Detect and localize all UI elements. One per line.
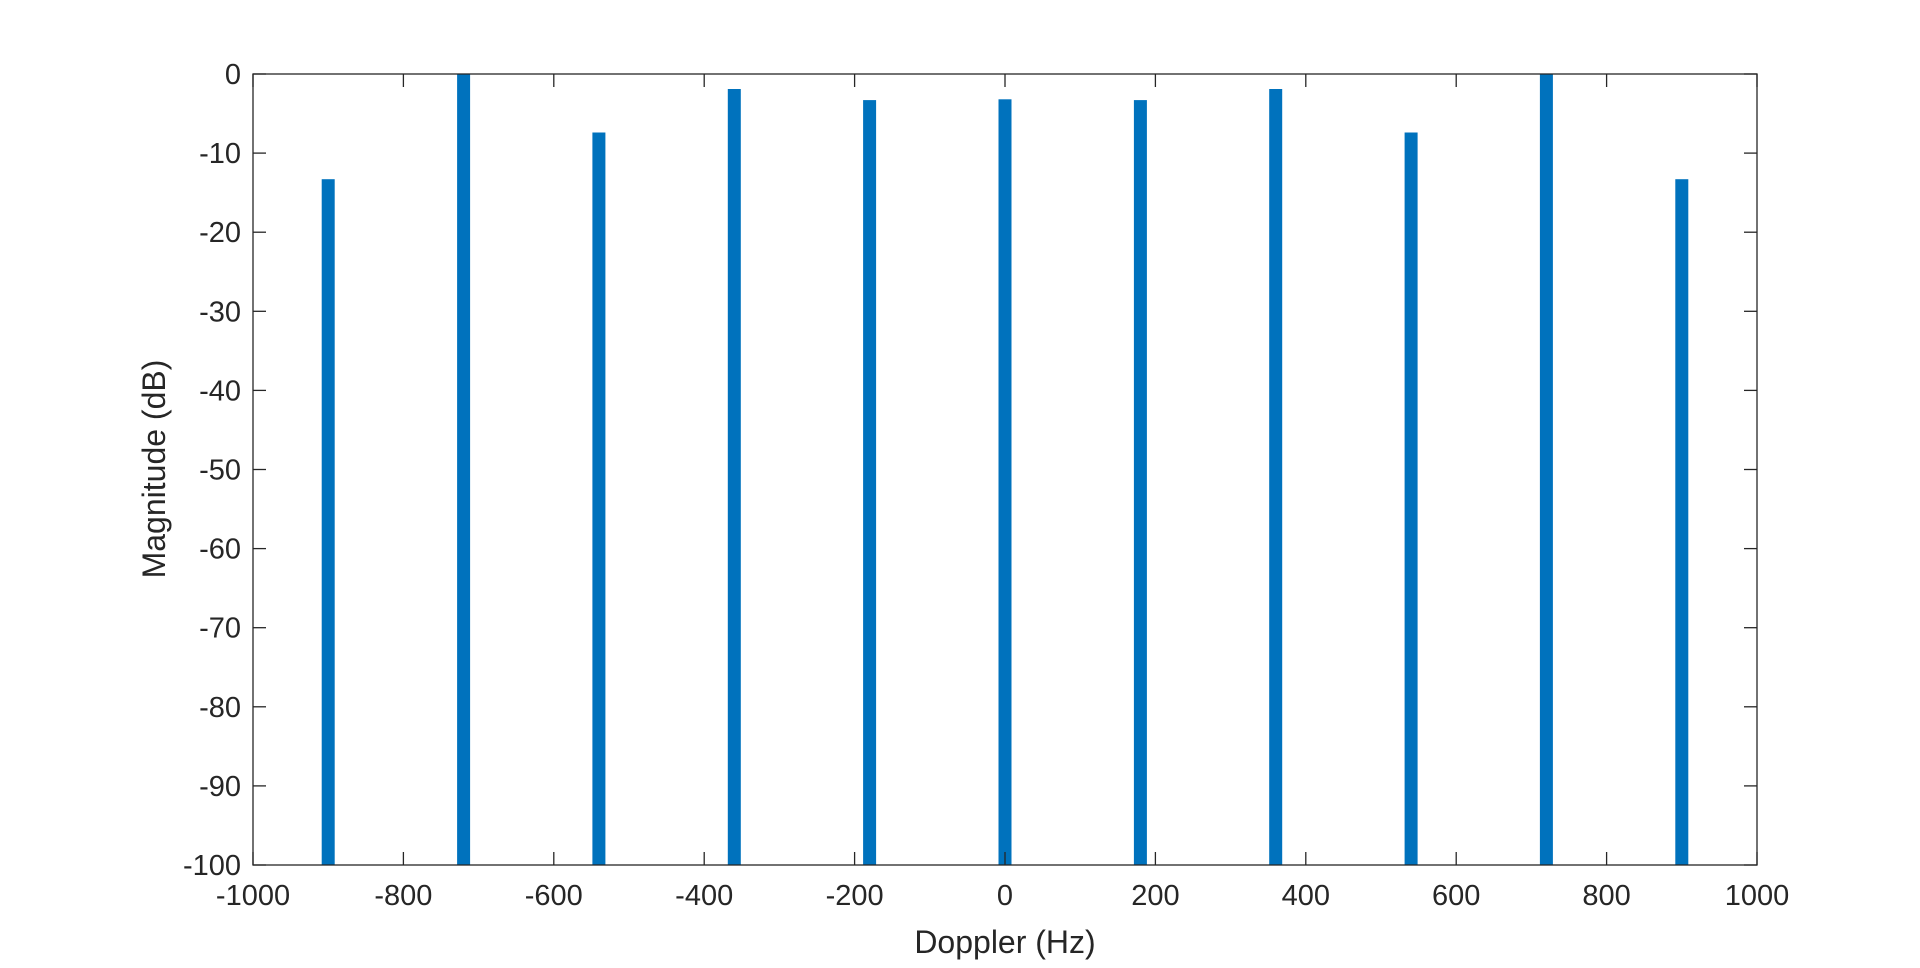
y-tick-label: 0 (225, 59, 241, 91)
bar (1404, 132, 1418, 865)
y-tick-label: -100 (183, 850, 241, 882)
x-tick-label: -200 (826, 880, 884, 912)
x-tick-label: 1000 (1725, 880, 1790, 912)
plot-frame (252, 73, 1758, 866)
x-tick-label: -1000 (216, 880, 290, 912)
bar (1675, 179, 1689, 865)
x-tick-label: 600 (1432, 880, 1480, 912)
x-tick-label: 0 (997, 880, 1013, 912)
bar (321, 179, 335, 865)
bar (727, 89, 741, 865)
y-tick-label: -30 (199, 296, 241, 328)
x-tick-label: -600 (525, 880, 583, 912)
x-tick-label: -800 (374, 880, 432, 912)
bar (1539, 74, 1553, 865)
y-axis-label: Magnitude (dB) (136, 360, 172, 579)
x-tick-label: -400 (675, 880, 733, 912)
y-tick-label: -10 (199, 138, 241, 170)
x-tick-label: 200 (1131, 880, 1179, 912)
bars-group (321, 74, 1689, 866)
tick-labels-group: -1000 -800 -600 -400 -200 0 200 400 600 800 1000 0 -… (183, 59, 1789, 912)
y-tick-label: -90 (199, 771, 241, 803)
x-tick-label: 400 (1282, 880, 1330, 912)
bar (1269, 89, 1283, 865)
y-tick-label: -40 (199, 375, 241, 407)
bar (592, 132, 606, 865)
x-tick-label: 800 (1582, 880, 1630, 912)
bar (863, 100, 877, 866)
x-axis-label: Doppler (Hz) (914, 924, 1095, 960)
bar (998, 99, 1012, 866)
y-tick-label: -60 (199, 534, 241, 566)
bar (1133, 100, 1147, 866)
y-tick-label: -80 (199, 692, 241, 724)
bar (457, 74, 471, 865)
y-tick-label: -50 (199, 455, 241, 487)
y-tick-label: -70 (199, 613, 241, 645)
y-tick-label: -20 (199, 217, 241, 249)
